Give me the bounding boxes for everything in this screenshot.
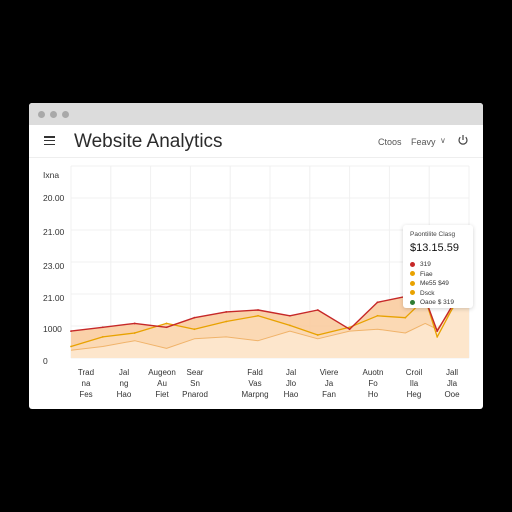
series-2-point [101, 335, 104, 338]
x-tick-label: Croil [405, 368, 423, 377]
series-1-point [289, 314, 291, 317]
x-tick-label: Jal [118, 368, 130, 377]
series-2-point [316, 334, 319, 336]
toolbar-item-ctoos[interactable]: Ctoos [378, 137, 402, 147]
series-1-point [348, 328, 351, 331]
x-tick-label: Ila [409, 379, 419, 388]
series-2-point [70, 345, 72, 348]
area-fill-base [71, 287, 469, 358]
x-tick-label: Ho [367, 390, 379, 399]
series-1-point [436, 330, 439, 333]
x-tick-label: Vas [248, 379, 262, 388]
page-title: Website Analytics [74, 131, 223, 152]
series-2-point [257, 314, 259, 317]
x-tick-label: Viere [319, 368, 339, 377]
series-2-point [436, 335, 439, 338]
app-window: Website Analytics Ctoos Feavy ∨ Ixna 20.0… [29, 103, 483, 409]
legend-swatch [410, 290, 415, 296]
tooltip-row-label: Fiae [420, 270, 433, 278]
power-icon[interactable] [457, 134, 469, 146]
x-tick-label: Pnarod [182, 390, 208, 399]
x-tick-label: Heg [406, 390, 422, 399]
x-tick-label: Auotn [362, 368, 384, 377]
tooltip-row-label: Dsck [420, 289, 435, 297]
y-tick-label: 23.00 [43, 261, 65, 271]
y-tick-label: 21.00 [43, 227, 65, 237]
x-tick-label: Jall [445, 368, 459, 377]
x-tick-label: ng [119, 379, 129, 388]
x-tick-label: Au [157, 379, 167, 388]
series-2-point [193, 328, 196, 331]
series-2-point [376, 314, 379, 317]
tooltip-row: Fiae [410, 271, 433, 278]
series-1-point [225, 311, 228, 313]
y-tick-label: 1000 [43, 324, 62, 334]
window-titlebar[interactable] [29, 103, 483, 125]
window-close-dot[interactable] [38, 111, 45, 118]
app-header: Website Analytics Ctoos Feavy ∨ [29, 125, 483, 158]
series-1-point [257, 309, 259, 311]
legend-swatch [410, 271, 415, 277]
analytics-chart: Ixna 20.00 21.00 23.00 21.00 1000 0 Trad na Fes J… [29, 158, 483, 409]
tooltip-row-label: Oaoe $ 319 [420, 299, 454, 306]
series-2-point [133, 332, 136, 334]
series-line-3 [70, 286, 470, 351]
series-1-point [193, 316, 196, 319]
x-tick-label: Ooe [444, 390, 460, 399]
tooltip-row: Dsck [410, 290, 434, 297]
x-tick-label: Fes [79, 390, 93, 399]
legend-swatch [410, 299, 415, 305]
chart-tooltip: Paontilite Clasg $13.15.59 319 Fiae Me55 $… [403, 225, 473, 308]
x-tick-label: Fo [368, 379, 378, 388]
tooltip-value: $13.15.59 [410, 242, 459, 254]
series-1-point [70, 330, 72, 333]
tooltip-row: Me55 $49 [410, 280, 449, 287]
series-1-point [376, 301, 379, 304]
x-tick-label: na [81, 379, 91, 388]
chevron-down-icon[interactable]: ∨ [440, 136, 446, 145]
series-1-point [316, 309, 319, 311]
series-2-point [165, 322, 168, 325]
series-2-point [289, 324, 291, 327]
x-tick-label: Jlo [285, 379, 297, 388]
y-tick-label: 0 [43, 356, 48, 366]
legend-swatch [410, 280, 415, 286]
tooltip-row-label: 319 [420, 261, 431, 268]
x-tick-label: Ja [324, 379, 334, 388]
menu-icon[interactable] [44, 136, 55, 146]
series-2-point [225, 320, 228, 323]
toolbar-item-feavy[interactable]: Feavy [411, 137, 436, 147]
x-tick-label: Sear [186, 368, 204, 377]
y-tick-label: 20.00 [43, 193, 65, 203]
x-tick-label: Augeon [148, 368, 176, 377]
tooltip-title: Paontilite Clasg [410, 231, 456, 238]
x-tick-label: Jal [285, 368, 297, 377]
series-2-point [404, 316, 407, 319]
series-2-point [348, 326, 351, 329]
series-1-point [165, 326, 168, 329]
legend-swatch [410, 261, 415, 267]
x-tick-label: Fiet [155, 390, 169, 399]
x-tick-label: Hao [116, 390, 132, 399]
x-tick-label: Trad [77, 368, 95, 377]
series-1-point [133, 322, 136, 325]
x-tick-label: Sn [190, 379, 200, 388]
x-tick-label: Marpng [241, 390, 269, 399]
tooltip-row-label: Me55 $49 [420, 280, 449, 287]
window-maximize-dot[interactable] [62, 111, 69, 118]
y-tick-label: Ixna [43, 170, 60, 180]
window-minimize-dot[interactable] [50, 111, 57, 118]
tooltip-row: Oaoe $ 319 [410, 299, 454, 306]
x-tick-label: Hao [283, 390, 299, 399]
x-tick-label: Fald [247, 368, 263, 377]
tooltip-row: 319 [410, 261, 431, 268]
y-tick-label: 21.00 [43, 293, 65, 303]
series-1-point [101, 326, 104, 329]
x-tick-label: Jla [446, 379, 458, 388]
x-tick-label: Fan [322, 390, 336, 399]
